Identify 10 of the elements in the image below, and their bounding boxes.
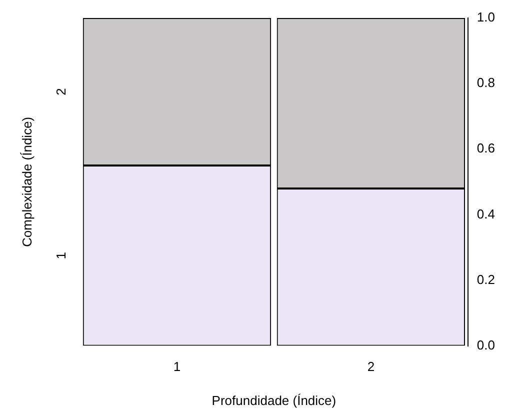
y-tick-label: 0.6 [476, 140, 496, 156]
y-tick-label: 0.2 [476, 272, 496, 287]
y-tick-label: 0.8 [476, 75, 496, 90]
text: 2 [54, 88, 69, 96]
y-tick-label: 0.0 [476, 337, 496, 352]
y-tick-label: 1.0 [476, 10, 496, 25]
y-axis-title: Complexidade (Índice) [20, 116, 35, 247]
y-tick-label: 0.4 [476, 206, 496, 222]
text: 1 [54, 252, 69, 260]
x-axis-title: Profundidade (Índice) [212, 392, 336, 408]
